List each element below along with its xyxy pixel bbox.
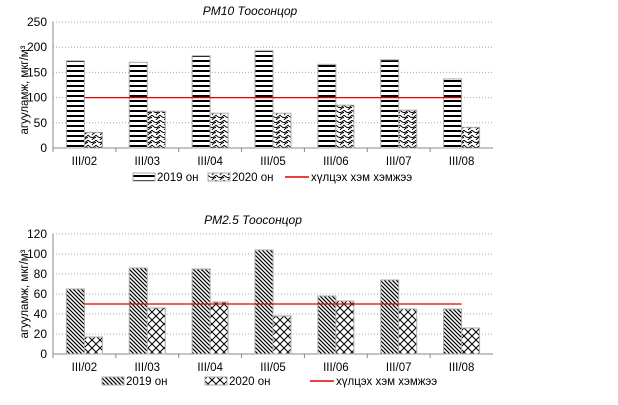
- x-tick-label: III/02: [72, 156, 98, 168]
- y-tick-label: 0: [40, 141, 47, 155]
- bar-2019-он: [317, 63, 337, 149]
- x-tick-label: III/02: [72, 362, 98, 374]
- legend-swatch: [132, 172, 156, 182]
- x-tick-label: III/05: [260, 156, 286, 168]
- bar-2020-он: [146, 307, 166, 355]
- bar-2020-он: [398, 109, 418, 149]
- y-tick-label: 100: [27, 247, 47, 261]
- y-axis-label: агууламж, мкг/м³: [19, 45, 31, 134]
- legend-label: 2019 он: [157, 172, 199, 184]
- bar-2019-он: [128, 267, 148, 355]
- y-tick-label: 200: [27, 40, 47, 54]
- y-tick-label: 80: [34, 267, 48, 281]
- bar-2020-он: [461, 327, 481, 355]
- bar-2019-он: [317, 295, 337, 355]
- y-tick-label: 20: [34, 327, 48, 341]
- bar-2020-он: [272, 112, 292, 149]
- bar-2019-он: [443, 78, 463, 149]
- bar-2020-он: [335, 104, 355, 149]
- legend-swatch: [207, 172, 231, 182]
- legend-label: 2020 он: [232, 172, 274, 184]
- x-tick-label: III/04: [197, 362, 223, 374]
- bar-2020-он: [272, 315, 292, 355]
- y-tick-label: 100: [27, 91, 47, 105]
- y-tick-label: 50: [34, 116, 48, 130]
- legend-label: 2020 он: [229, 376, 271, 388]
- x-tick-label: III/06: [323, 156, 349, 168]
- x-tick-label: III/03: [134, 156, 160, 168]
- bar-2020-он: [83, 131, 103, 149]
- pm10-chart: PM10 Тоосонцор агууламж, мкг/м³ 0 50 100 15…: [19, 4, 493, 184]
- bar-2019-он: [65, 288, 85, 355]
- x-tick-label: III/08: [449, 156, 475, 168]
- x-tick-label: III/03: [134, 362, 160, 374]
- y-tick-label: 120: [27, 227, 47, 241]
- bar-2020-он: [83, 336, 103, 355]
- x-tick-label: III/07: [386, 362, 412, 374]
- bar-2019-он: [191, 268, 211, 355]
- bar-2019-он: [128, 61, 148, 149]
- bar-2020-он: [209, 301, 229, 355]
- x-tick-label: III/05: [260, 362, 286, 374]
- bar-2019-он: [191, 55, 211, 149]
- bar-2019-он: [380, 59, 400, 149]
- legend-label: хүлцэх хэм хэмжээ: [336, 376, 437, 388]
- bar-2020-он: [461, 126, 481, 149]
- x-tick-label: III/06: [323, 362, 349, 374]
- legend-label: 2019 он: [126, 376, 168, 388]
- y-tick-label: 250: [27, 15, 47, 29]
- bar-2020-он: [146, 110, 166, 149]
- pm25-chart: PM2.5 Тоосонцор агууламж, мкг/м³ 0 20 40 60…: [19, 213, 493, 388]
- y-axis-label: агууламж, мкг/м³: [19, 249, 31, 338]
- y-tick-label: 40: [34, 307, 48, 321]
- bar-2019-он: [65, 60, 85, 149]
- chart-title: PM2.5 Тоосонцор: [204, 213, 302, 227]
- legend-swatch: [204, 376, 228, 386]
- x-tick-label: III/07: [386, 156, 412, 168]
- y-tick-label: 60: [34, 287, 48, 301]
- legend-swatch: [101, 376, 125, 386]
- x-tick-label: III/04: [197, 156, 223, 168]
- y-tick-label: 0: [40, 347, 47, 361]
- y-tick-label: 150: [27, 65, 47, 79]
- bar-2019-он: [254, 249, 274, 355]
- bar-2019-он: [254, 50, 274, 149]
- bar-2020-он: [209, 112, 229, 149]
- bar-2020-он: [398, 308, 418, 355]
- bar-2020-он: [335, 300, 355, 355]
- x-tick-label: III/08: [449, 362, 475, 374]
- legend-label: хүлцэх хэм хэмжээ: [311, 172, 412, 184]
- bar-2019-он: [380, 279, 400, 355]
- chart-title: PM10 Тоосонцор: [203, 4, 298, 18]
- bar-2019-он: [443, 308, 463, 355]
